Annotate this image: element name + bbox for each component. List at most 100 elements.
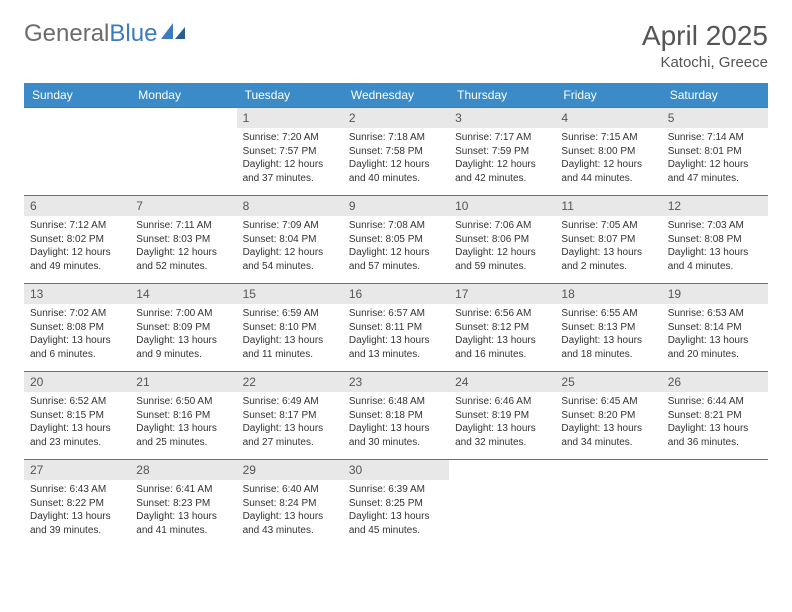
calendar-row: 1Sunrise: 7:20 AMSunset: 7:57 PMDaylight… xyxy=(24,108,768,196)
day-details: Sunrise: 6:50 AMSunset: 8:16 PMDaylight:… xyxy=(130,392,236,453)
day-details: Sunrise: 6:48 AMSunset: 8:18 PMDaylight:… xyxy=(343,392,449,453)
day-details: Sunrise: 7:15 AMSunset: 8:00 PMDaylight:… xyxy=(555,128,661,189)
calendar-cell: 14Sunrise: 7:00 AMSunset: 8:09 PMDayligh… xyxy=(130,284,236,372)
sunrise-line: Sunrise: 7:02 AM xyxy=(30,307,124,321)
logo-word1: General xyxy=(24,20,109,48)
day-details: Sunrise: 6:45 AMSunset: 8:20 PMDaylight:… xyxy=(555,392,661,453)
day-number: 18 xyxy=(555,284,661,304)
day-number: 16 xyxy=(343,284,449,304)
day-number: 22 xyxy=(237,372,343,392)
day-number: 7 xyxy=(130,196,236,216)
day-details: Sunrise: 6:46 AMSunset: 8:19 PMDaylight:… xyxy=(449,392,555,453)
calendar-body: 1Sunrise: 7:20 AMSunset: 7:57 PMDaylight… xyxy=(24,108,768,548)
calendar-cell: 15Sunrise: 6:59 AMSunset: 8:10 PMDayligh… xyxy=(237,284,343,372)
day-details: Sunrise: 6:59 AMSunset: 8:10 PMDaylight:… xyxy=(237,304,343,365)
calendar-cell: 8Sunrise: 7:09 AMSunset: 8:04 PMDaylight… xyxy=(237,196,343,284)
sunrise-line: Sunrise: 7:05 AM xyxy=(561,219,655,233)
day-details: Sunrise: 6:44 AMSunset: 8:21 PMDaylight:… xyxy=(662,392,768,453)
daylight-line: Daylight: 12 hours and 54 minutes. xyxy=(243,246,337,273)
calendar-cell: 18Sunrise: 6:55 AMSunset: 8:13 PMDayligh… xyxy=(555,284,661,372)
day-details: Sunrise: 7:06 AMSunset: 8:06 PMDaylight:… xyxy=(449,216,555,277)
sunset-line: Sunset: 8:08 PM xyxy=(30,321,124,335)
calendar-cell: 30Sunrise: 6:39 AMSunset: 8:25 PMDayligh… xyxy=(343,460,449,548)
calendar-cell: 26Sunrise: 6:44 AMSunset: 8:21 PMDayligh… xyxy=(662,372,768,460)
daylight-line: Daylight: 13 hours and 11 minutes. xyxy=(243,334,337,361)
logo-sail-icon xyxy=(161,20,187,48)
day-number: 2 xyxy=(343,108,449,128)
day-number: 15 xyxy=(237,284,343,304)
daylight-line: Daylight: 13 hours and 16 minutes. xyxy=(455,334,549,361)
daylight-line: Daylight: 13 hours and 30 minutes. xyxy=(349,422,443,449)
sunset-line: Sunset: 8:17 PM xyxy=(243,409,337,423)
calendar-cell: 27Sunrise: 6:43 AMSunset: 8:22 PMDayligh… xyxy=(24,460,130,548)
day-number: 11 xyxy=(555,196,661,216)
sunset-line: Sunset: 8:07 PM xyxy=(561,233,655,247)
daylight-line: Daylight: 12 hours and 40 minutes. xyxy=(349,158,443,185)
sunrise-line: Sunrise: 7:11 AM xyxy=(136,219,230,233)
day-details: Sunrise: 7:00 AMSunset: 8:09 PMDaylight:… xyxy=(130,304,236,365)
weekday-header: Friday xyxy=(555,83,661,108)
day-details: Sunrise: 7:05 AMSunset: 8:07 PMDaylight:… xyxy=(555,216,661,277)
sunset-line: Sunset: 8:25 PM xyxy=(349,497,443,511)
day-number: 8 xyxy=(237,196,343,216)
sunrise-line: Sunrise: 7:00 AM xyxy=(136,307,230,321)
calendar-cell: 11Sunrise: 7:05 AMSunset: 8:07 PMDayligh… xyxy=(555,196,661,284)
day-details: Sunrise: 7:14 AMSunset: 8:01 PMDaylight:… xyxy=(662,128,768,189)
day-number: 17 xyxy=(449,284,555,304)
calendar-cell: 23Sunrise: 6:48 AMSunset: 8:18 PMDayligh… xyxy=(343,372,449,460)
daylight-line: Daylight: 13 hours and 25 minutes. xyxy=(136,422,230,449)
calendar-cell: 22Sunrise: 6:49 AMSunset: 8:17 PMDayligh… xyxy=(237,372,343,460)
day-details: Sunrise: 7:11 AMSunset: 8:03 PMDaylight:… xyxy=(130,216,236,277)
daylight-line: Daylight: 13 hours and 18 minutes. xyxy=(561,334,655,361)
sunrise-line: Sunrise: 6:44 AM xyxy=(668,395,762,409)
page-subtitle: Katochi, Greece xyxy=(642,54,768,71)
sunset-line: Sunset: 8:24 PM xyxy=(243,497,337,511)
daylight-line: Daylight: 13 hours and 32 minutes. xyxy=(455,422,549,449)
daylight-line: Daylight: 13 hours and 23 minutes. xyxy=(30,422,124,449)
daylight-line: Daylight: 12 hours and 57 minutes. xyxy=(349,246,443,273)
sunset-line: Sunset: 8:22 PM xyxy=(30,497,124,511)
day-number: 21 xyxy=(130,372,236,392)
sunset-line: Sunset: 8:12 PM xyxy=(455,321,549,335)
weekday-header: Sunday xyxy=(24,83,130,108)
calendar-row: 6Sunrise: 7:12 AMSunset: 8:02 PMDaylight… xyxy=(24,196,768,284)
sunrise-line: Sunrise: 7:20 AM xyxy=(243,131,337,145)
day-number: 24 xyxy=(449,372,555,392)
sunrise-line: Sunrise: 6:43 AM xyxy=(30,483,124,497)
day-details: Sunrise: 6:53 AMSunset: 8:14 PMDaylight:… xyxy=(662,304,768,365)
sunset-line: Sunset: 8:14 PM xyxy=(668,321,762,335)
page: GeneralBlue April 2025 Katochi, Greece S… xyxy=(0,0,792,568)
calendar-cell: 5Sunrise: 7:14 AMSunset: 8:01 PMDaylight… xyxy=(662,108,768,196)
weekday-header: Thursday xyxy=(449,83,555,108)
daylight-line: Daylight: 13 hours and 13 minutes. xyxy=(349,334,443,361)
sunset-line: Sunset: 7:59 PM xyxy=(455,145,549,159)
calendar-cell: 9Sunrise: 7:08 AMSunset: 8:05 PMDaylight… xyxy=(343,196,449,284)
sunset-line: Sunset: 8:00 PM xyxy=(561,145,655,159)
day-details: Sunrise: 6:49 AMSunset: 8:17 PMDaylight:… xyxy=(237,392,343,453)
calendar-cell: 24Sunrise: 6:46 AMSunset: 8:19 PMDayligh… xyxy=(449,372,555,460)
daylight-line: Daylight: 13 hours and 4 minutes. xyxy=(668,246,762,273)
daylight-line: Daylight: 13 hours and 2 minutes. xyxy=(561,246,655,273)
sunrise-line: Sunrise: 6:40 AM xyxy=(243,483,337,497)
calendar-cell xyxy=(555,460,661,548)
calendar-cell: 28Sunrise: 6:41 AMSunset: 8:23 PMDayligh… xyxy=(130,460,236,548)
day-number: 3 xyxy=(449,108,555,128)
sunset-line: Sunset: 8:05 PM xyxy=(349,233,443,247)
calendar-cell xyxy=(24,108,130,196)
calendar-cell: 4Sunrise: 7:15 AMSunset: 8:00 PMDaylight… xyxy=(555,108,661,196)
sunrise-line: Sunrise: 6:59 AM xyxy=(243,307,337,321)
daylight-line: Daylight: 13 hours and 43 minutes. xyxy=(243,510,337,537)
sunrise-line: Sunrise: 6:53 AM xyxy=(668,307,762,321)
day-number: 26 xyxy=(662,372,768,392)
daylight-line: Daylight: 13 hours and 36 minutes. xyxy=(668,422,762,449)
sunset-line: Sunset: 8:01 PM xyxy=(668,145,762,159)
day-number: 23 xyxy=(343,372,449,392)
day-details: Sunrise: 6:41 AMSunset: 8:23 PMDaylight:… xyxy=(130,480,236,541)
day-details: Sunrise: 6:40 AMSunset: 8:24 PMDaylight:… xyxy=(237,480,343,541)
day-number: 29 xyxy=(237,460,343,480)
page-title: April 2025 xyxy=(642,20,768,52)
day-details: Sunrise: 6:52 AMSunset: 8:15 PMDaylight:… xyxy=(24,392,130,453)
day-number: 6 xyxy=(24,196,130,216)
weekday-header: Saturday xyxy=(662,83,768,108)
day-details: Sunrise: 6:43 AMSunset: 8:22 PMDaylight:… xyxy=(24,480,130,541)
